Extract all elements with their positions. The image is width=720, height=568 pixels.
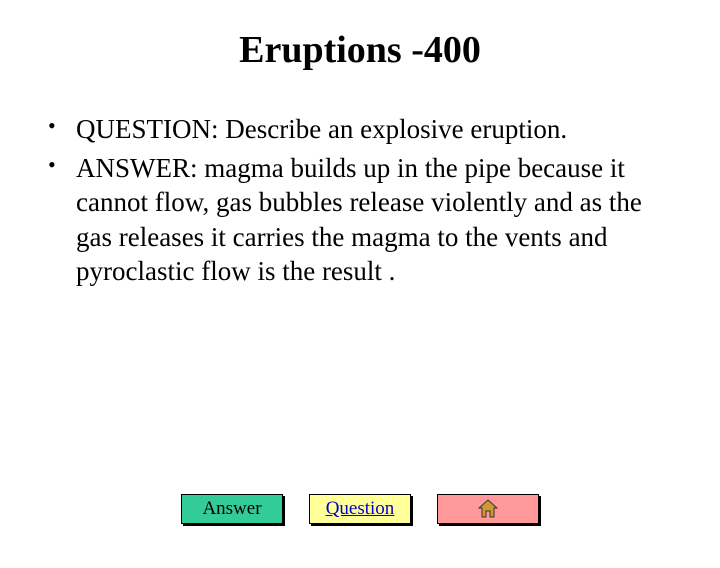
answer-button[interactable]: Answer [181,494,283,524]
question-button[interactable]: Question [309,494,411,524]
button-row: Answer Question [0,494,720,524]
content-area: QUESTION: Describe an explosive eruption… [0,112,720,289]
home-icon [478,499,498,519]
bullet-answer: ANSWER: magma builds up in the pipe beca… [76,151,670,289]
answer-button-label: Answer [202,498,261,520]
slide-title: Eruptions -400 [0,28,720,72]
question-button-label: Question [326,498,395,520]
home-button[interactable] [437,494,539,524]
bullet-question: QUESTION: Describe an explosive eruption… [76,112,670,147]
